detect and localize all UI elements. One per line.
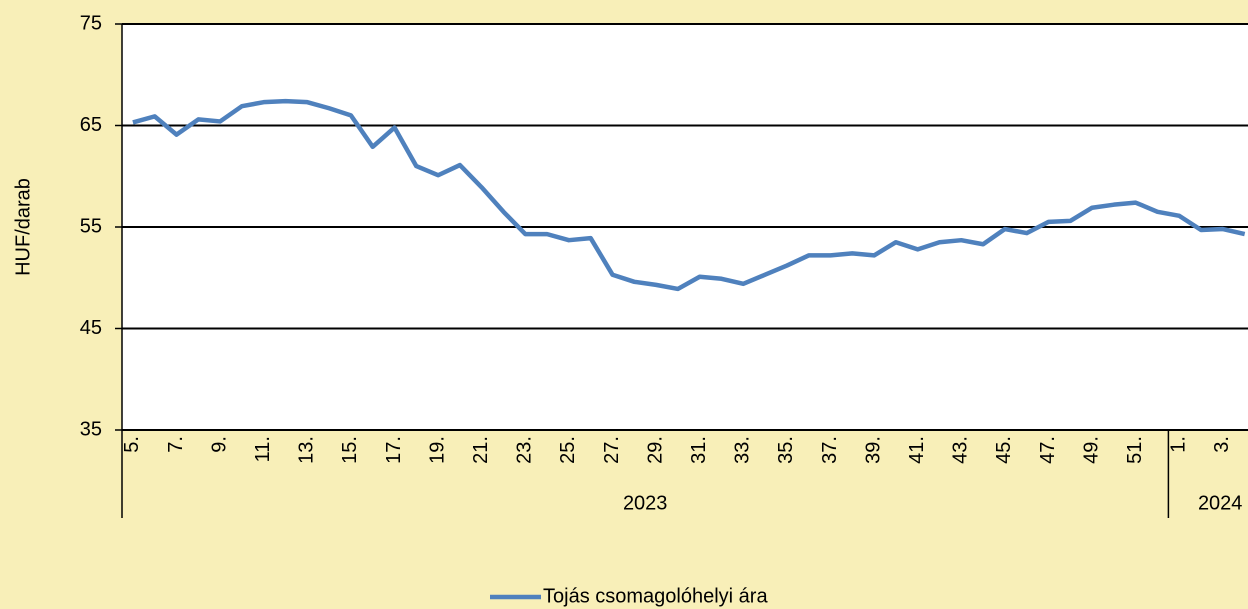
x-tick-label: 25. (557, 436, 579, 464)
y-axis-label: HUF/darab (12, 178, 34, 276)
x-tick-label: 5. (121, 436, 143, 453)
x-tick-label: 3. (1211, 436, 1233, 453)
x-tick-label: 9. (208, 436, 230, 453)
x-tick-label: 23. (514, 436, 536, 464)
x-tick-label: 45. (993, 436, 1015, 464)
x-tick-label: 39. (862, 436, 884, 464)
x-tick-label: 35. (775, 436, 797, 464)
x-tick-label: 31. (688, 436, 710, 464)
legend-label: Tojás csomagolóhelyi ára (543, 585, 768, 607)
x-tick-label: 51. (1124, 436, 1146, 464)
x-tick-label: 19. (426, 436, 448, 464)
x-tick-label: 47. (1037, 436, 1059, 464)
x-tick-label: 15. (339, 436, 361, 464)
y-tick-label: 55 (80, 215, 102, 237)
x-tick-label: 17. (383, 436, 405, 464)
group-label: 2024 (1198, 492, 1243, 514)
x-tick-label: 1. (1168, 436, 1190, 453)
x-tick-label: 33. (732, 436, 754, 464)
x-tick-label: 41. (906, 436, 928, 464)
y-tick-label: 35 (80, 418, 102, 440)
y-tick-label: 45 (80, 317, 102, 339)
x-tick-label: 29. (644, 436, 666, 464)
group-label: 2023 (623, 492, 668, 514)
x-tick-label: 21. (470, 436, 492, 464)
x-tick-label: 13. (296, 436, 318, 464)
data-line (132, 98, 1246, 292)
x-tick-label: 37. (819, 436, 841, 464)
x-tick-label: 11. (252, 436, 274, 462)
y-tick-label: 75 (80, 12, 102, 34)
x-tick-label: 7. (165, 436, 187, 453)
x-tick-label: 49. (1080, 436, 1102, 464)
y-tick-label: 65 (80, 114, 102, 136)
x-tick-label: 43. (950, 436, 972, 464)
x-tick-label: 27. (601, 436, 623, 464)
